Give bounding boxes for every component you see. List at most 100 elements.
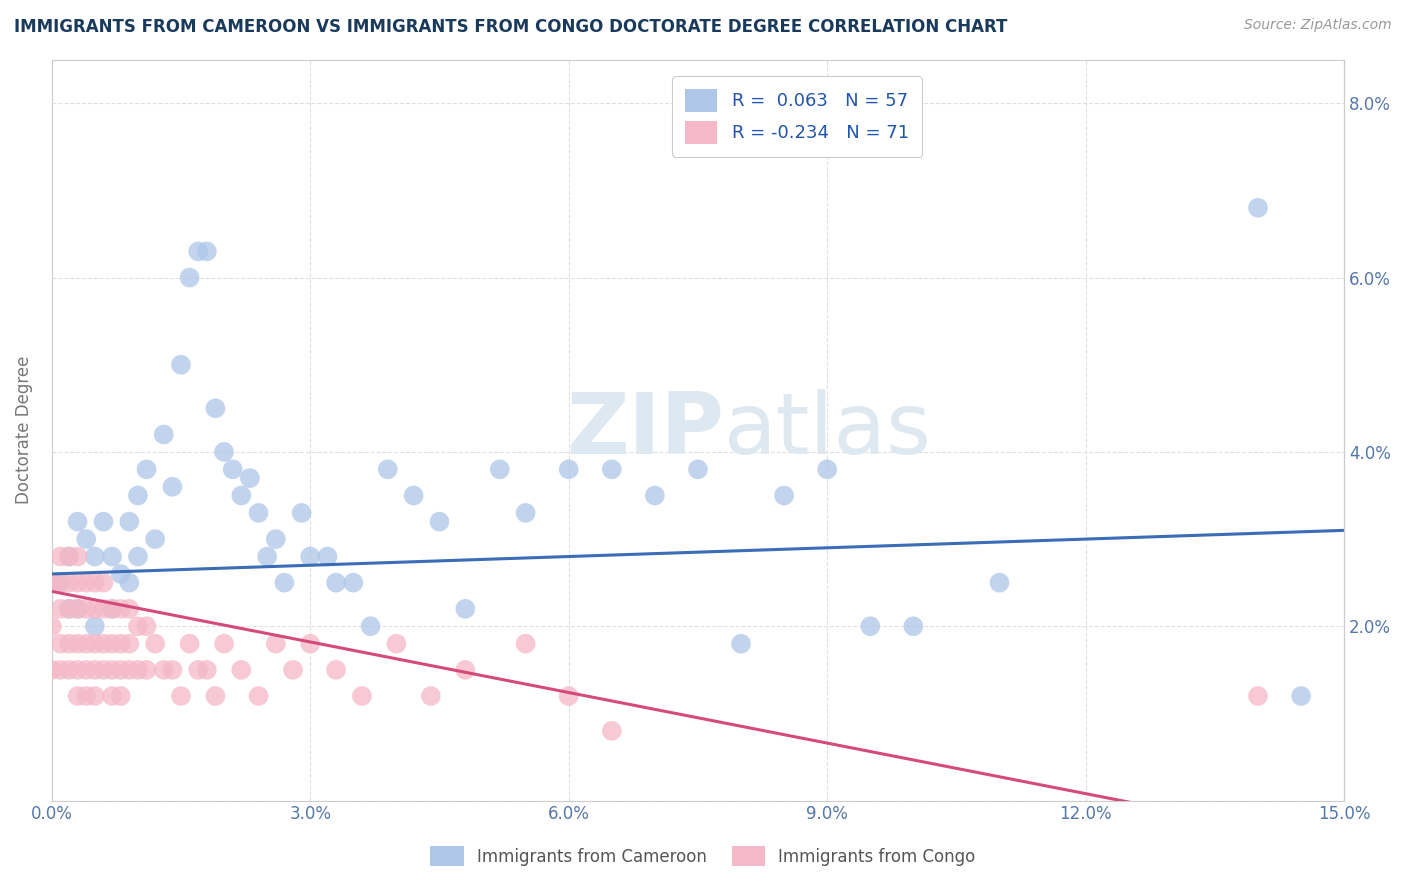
Point — [1247, 689, 1270, 703]
Point — [75, 602, 97, 616]
Point — [281, 663, 304, 677]
Point — [264, 532, 287, 546]
Point — [730, 637, 752, 651]
Point — [110, 689, 132, 703]
Point — [291, 506, 314, 520]
Point — [49, 549, 72, 564]
Point — [1247, 201, 1270, 215]
Point — [41, 619, 63, 633]
Point — [49, 575, 72, 590]
Point — [118, 515, 141, 529]
Point — [83, 637, 105, 651]
Point — [93, 637, 115, 651]
Text: IMMIGRANTS FROM CAMEROON VS IMMIGRANTS FROM CONGO DOCTORATE DEGREE CORRELATION C: IMMIGRANTS FROM CAMEROON VS IMMIGRANTS F… — [14, 18, 1008, 36]
Point — [83, 575, 105, 590]
Point — [377, 462, 399, 476]
Point — [264, 637, 287, 651]
Point — [58, 602, 80, 616]
Point — [118, 575, 141, 590]
Text: Source: ZipAtlas.com: Source: ZipAtlas.com — [1244, 18, 1392, 32]
Point — [600, 723, 623, 738]
Point — [66, 602, 89, 616]
Y-axis label: Doctorate Degree: Doctorate Degree — [15, 356, 32, 504]
Point — [429, 515, 451, 529]
Point — [58, 575, 80, 590]
Point — [110, 566, 132, 581]
Point — [66, 575, 89, 590]
Point — [162, 480, 184, 494]
Point — [93, 515, 115, 529]
Point — [135, 619, 157, 633]
Point — [686, 462, 709, 476]
Point — [110, 602, 132, 616]
Point — [49, 637, 72, 651]
Point — [101, 549, 124, 564]
Point — [454, 602, 477, 616]
Point — [256, 549, 278, 564]
Point — [93, 602, 115, 616]
Point — [41, 663, 63, 677]
Point — [143, 532, 166, 546]
Point — [143, 637, 166, 651]
Point — [273, 575, 295, 590]
Point — [419, 689, 441, 703]
Point — [402, 488, 425, 502]
Point — [135, 663, 157, 677]
Point — [600, 462, 623, 476]
Point — [127, 488, 149, 502]
Point — [187, 244, 209, 259]
Point — [127, 549, 149, 564]
Point — [515, 637, 537, 651]
Point — [988, 575, 1011, 590]
Point — [110, 663, 132, 677]
Point — [557, 689, 579, 703]
Point — [515, 506, 537, 520]
Point — [162, 663, 184, 677]
Point — [212, 637, 235, 651]
Point — [247, 689, 270, 703]
Point — [127, 663, 149, 677]
Point — [118, 637, 141, 651]
Point — [101, 637, 124, 651]
Point — [101, 663, 124, 677]
Point — [859, 619, 882, 633]
Legend: Immigrants from Cameroon, Immigrants from Congo: Immigrants from Cameroon, Immigrants fro… — [422, 838, 984, 875]
Point — [231, 488, 253, 502]
Point — [644, 488, 666, 502]
Point — [342, 575, 364, 590]
Point — [299, 637, 322, 651]
Point — [239, 471, 262, 485]
Point — [93, 575, 115, 590]
Point — [75, 575, 97, 590]
Point — [41, 575, 63, 590]
Point — [118, 663, 141, 677]
Point — [66, 602, 89, 616]
Point — [75, 532, 97, 546]
Legend: R =  0.063   N = 57, R = -0.234   N = 71: R = 0.063 N = 57, R = -0.234 N = 71 — [672, 76, 921, 157]
Point — [58, 549, 80, 564]
Point — [350, 689, 373, 703]
Point — [58, 549, 80, 564]
Point — [83, 602, 105, 616]
Point — [316, 549, 339, 564]
Point — [385, 637, 408, 651]
Text: ZIP: ZIP — [567, 389, 724, 472]
Point — [66, 515, 89, 529]
Point — [135, 462, 157, 476]
Point — [110, 637, 132, 651]
Point — [773, 488, 796, 502]
Point — [66, 689, 89, 703]
Point — [49, 663, 72, 677]
Point — [49, 575, 72, 590]
Point — [101, 602, 124, 616]
Point — [299, 549, 322, 564]
Point — [170, 358, 193, 372]
Point — [204, 689, 226, 703]
Point — [152, 663, 174, 677]
Point — [152, 427, 174, 442]
Point — [221, 462, 243, 476]
Point — [231, 663, 253, 677]
Text: atlas: atlas — [724, 389, 932, 472]
Point — [49, 602, 72, 616]
Point — [93, 663, 115, 677]
